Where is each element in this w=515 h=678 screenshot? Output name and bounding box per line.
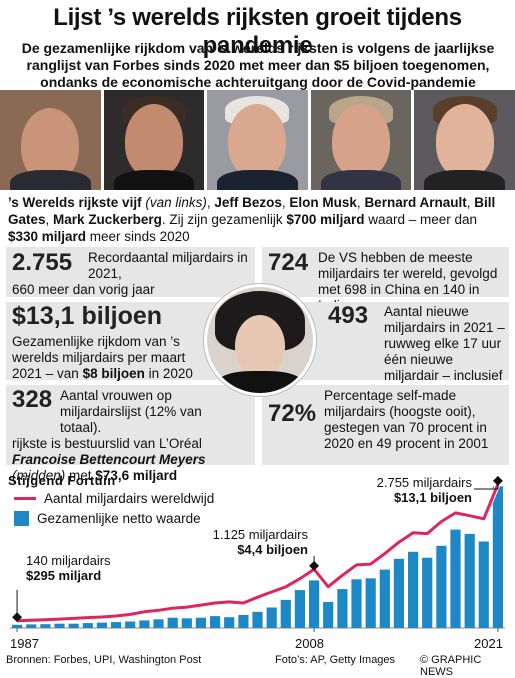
stat-box-women xyxy=(6,385,255,465)
stat-box-usa xyxy=(262,247,509,297)
bar-2019 xyxy=(464,533,475,628)
bar-1988 xyxy=(26,624,37,628)
legend-bar: Gezamenlijke netto waarde xyxy=(14,511,201,526)
photo-caption: ’s Werelds rijkste vijf (van links), Jef… xyxy=(8,195,496,244)
bar-1995 xyxy=(125,621,136,628)
bar-1990 xyxy=(54,623,65,628)
bar-2012 xyxy=(365,578,376,628)
bar-2006 xyxy=(280,599,291,628)
stat-num-women: 328 xyxy=(12,386,53,413)
bar-1991 xyxy=(68,623,79,628)
photo-strip xyxy=(0,90,515,190)
bar-2002 xyxy=(224,617,235,628)
bar-2000 xyxy=(195,617,206,628)
bar-2005 xyxy=(266,607,277,628)
bar-1993 xyxy=(96,622,107,628)
x-label-2021: 2021 xyxy=(474,636,503,651)
page-subtitle: De gezamenlijke rijkdom van ’s werelds r… xyxy=(21,40,495,90)
stat-num-new: 493 xyxy=(328,302,369,329)
bar-2007 xyxy=(294,590,305,628)
photo-zuckerberg xyxy=(414,90,515,190)
stat-text-women: Aantal vrouwen op miljardairslijst (12% … xyxy=(12,388,206,483)
bar-1989 xyxy=(40,624,51,628)
chart-title: Stijgend Fortuin xyxy=(8,473,116,488)
bar-2014 xyxy=(393,558,404,628)
annot-1987: 140 miljardairs $295 miljard xyxy=(26,553,111,583)
bar-2018 xyxy=(450,529,461,628)
stat-box-billionaires xyxy=(6,247,255,297)
bar-2013 xyxy=(379,569,390,628)
bar-2009 xyxy=(323,602,334,628)
photo-bettencourt xyxy=(204,284,316,396)
bar-2015 xyxy=(408,551,419,628)
photo-gates xyxy=(310,90,412,190)
bar-2008 xyxy=(309,580,320,628)
page-title: Lijst ’s werelds rijksten groeit tijdens… xyxy=(53,4,462,59)
marker-2021 xyxy=(492,475,503,486)
stat-num-wealth: $13,1 biljoen xyxy=(12,302,163,330)
bar-2010 xyxy=(337,589,348,628)
stat-num-usa: 724 xyxy=(268,249,309,276)
bar-2020 xyxy=(478,541,489,628)
legend-line: Aantal miljardairs wereldwijd xyxy=(14,491,214,506)
marker-2008 xyxy=(309,560,320,571)
photo-musk xyxy=(103,90,205,190)
bar-1996 xyxy=(139,620,150,628)
legend-line-swatch xyxy=(14,497,36,500)
stat-text-billionaires: Recordaantal miljardairs in 2021, 660 mee… xyxy=(12,250,248,297)
footer-copyright: © GRAPHIC NEWS xyxy=(420,654,482,678)
bar-2001 xyxy=(210,616,221,628)
legend-bar-swatch xyxy=(14,511,29,526)
photo-arnault xyxy=(207,90,308,190)
bar-1997 xyxy=(153,619,164,628)
stat-num-selfmade: 72% xyxy=(268,400,317,427)
x-label-1987: 1987 xyxy=(10,636,39,651)
bar-1998 xyxy=(167,617,178,628)
bar-2004 xyxy=(252,611,263,628)
bar-2003 xyxy=(238,615,249,628)
photo-bezos xyxy=(0,90,101,190)
bar-1987 xyxy=(12,624,23,628)
bar-2011 xyxy=(351,579,362,628)
legend-line-label: Aantal miljardairs wereldwijd xyxy=(44,491,215,506)
bar-2017 xyxy=(436,545,447,628)
annot-2008: 1.125 miljardairs $4,4 biljoen xyxy=(212,527,308,557)
bar-2016 xyxy=(422,557,433,628)
stat-box-selfmade xyxy=(262,385,509,465)
bar-2021 xyxy=(492,486,503,628)
stat-text-selfmade: Percentage self-made miljardairs (hoogst… xyxy=(324,388,489,451)
bar-1999 xyxy=(181,618,192,628)
footer-photos: Foto’s: AP, Getty Images xyxy=(275,654,396,666)
annot-2021: 2.755 miljardairs $13,1 biljoen xyxy=(376,475,472,505)
footer-sources: Bronnen: Forbes, UPI, Washington Post xyxy=(6,654,202,666)
bar-1992 xyxy=(82,623,93,628)
x-label-2008: 2008 xyxy=(295,636,324,651)
legend-bar-label: Gezamenlijke netto waarde xyxy=(37,511,201,526)
marker-1987 xyxy=(12,612,23,623)
bar-1994 xyxy=(111,622,122,628)
stat-num-billionaires: 2.755 xyxy=(12,249,73,276)
stat-text-wealth: Gezamenlijke rijkdom van ’s werelds milj… xyxy=(12,334,193,381)
